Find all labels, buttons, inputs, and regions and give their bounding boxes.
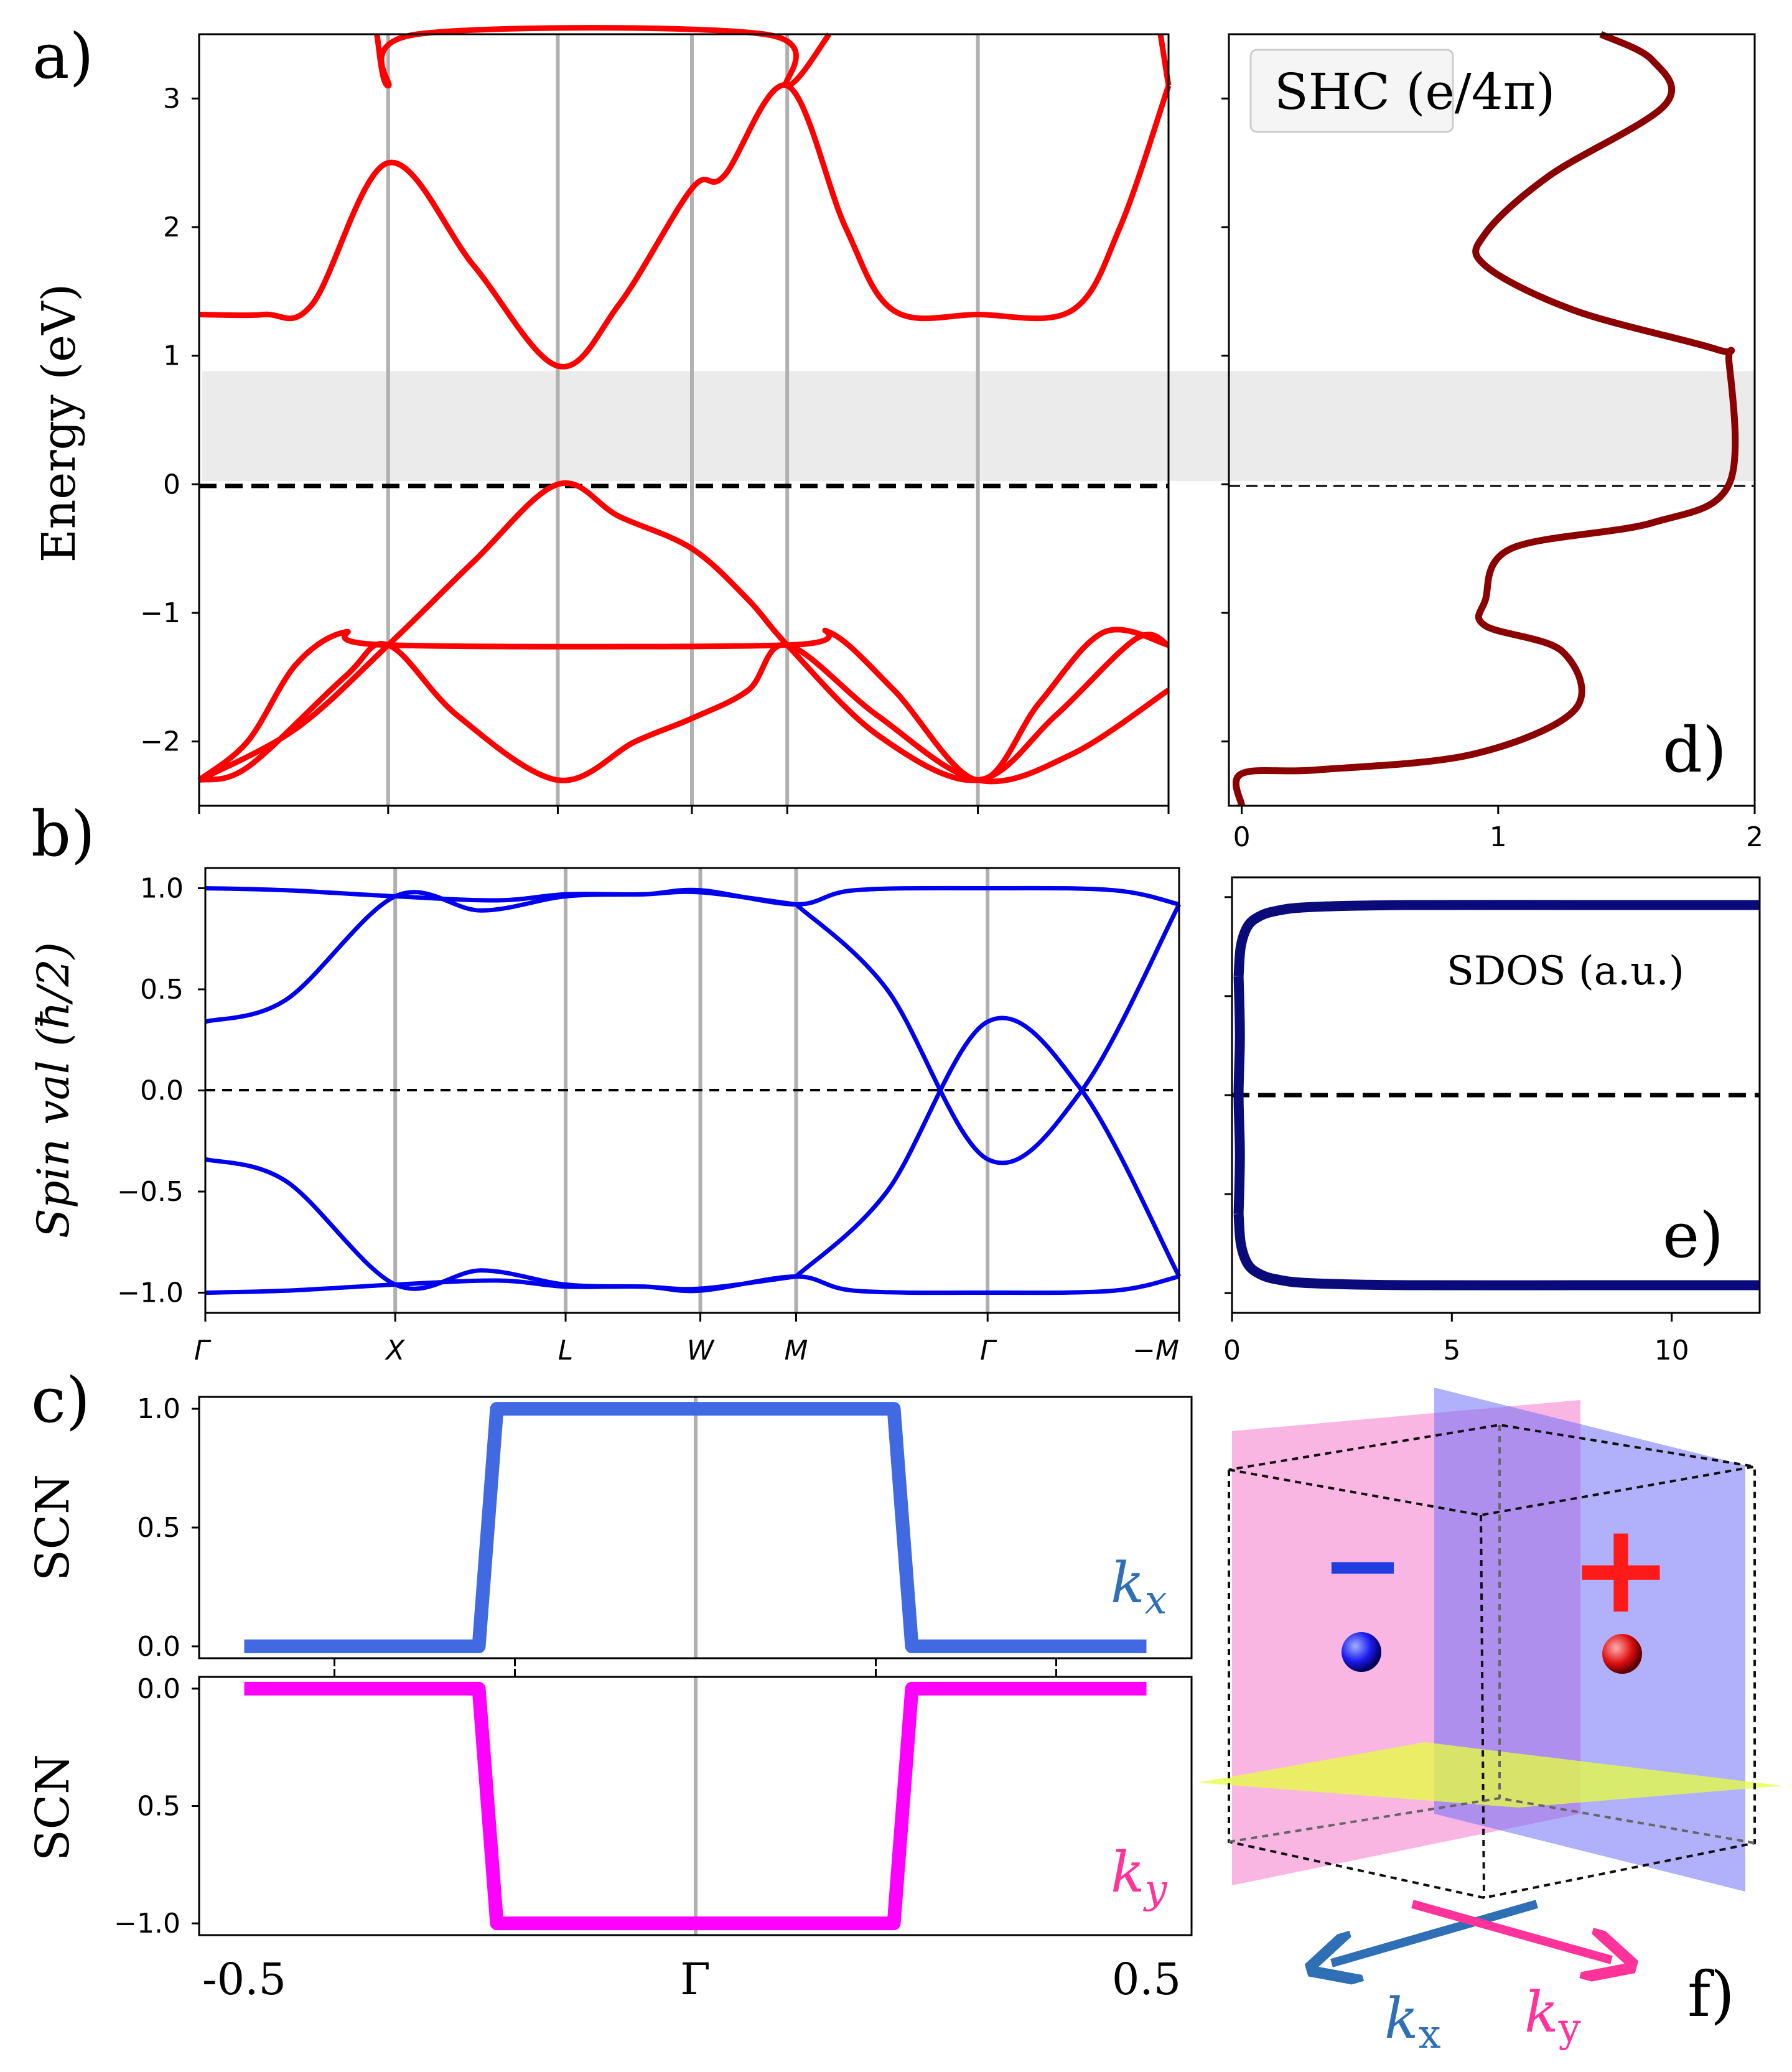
y-tick-label: −1: [140, 597, 180, 629]
y-axis-label: Spin val (ħ/2): [28, 942, 79, 1238]
series-line-sdos_top: [1233, 900, 1760, 977]
ky-sub: y: [1558, 2005, 1581, 2051]
y-tick-label: 0.5: [137, 1512, 180, 1544]
y-tick-label: −1.0: [117, 1277, 184, 1309]
series-line-cb2: [374, 25, 832, 89]
series-line-s3: [795, 902, 1182, 1165]
y-tick-label: 0.0: [137, 1673, 180, 1705]
x-tick-label: 0: [1223, 1335, 1241, 1366]
legend-k: k: [1111, 1551, 1145, 1616]
x-tick-label: 5: [1443, 1335, 1460, 1366]
legend-label: SDOS (a.u.): [1447, 948, 1684, 994]
panel-label-b: b): [31, 798, 95, 870]
series-line-s2: [205, 889, 796, 1024]
sdos-panel: SDOS (a.u.) 0 5 10: [1223, 876, 1761, 1366]
x-tick-label: X: [385, 1335, 405, 1366]
y-tick-label: 2: [163, 212, 180, 243]
red-sphere: [1602, 1634, 1642, 1674]
plot-frame: [198, 33, 1170, 807]
plus-sign: +: [1569, 1496, 1673, 1641]
spin-value-panel: 1.0 0.5 0.0 −0.5 −1.0 Γ X L W M Γ −M Spin val (ħ/2…: [28, 867, 1182, 1366]
x-tick-label: 0: [1233, 821, 1251, 853]
y-tick-label: 0.5: [137, 1791, 180, 1822]
legend-sub: y: [1143, 1867, 1168, 1913]
kx-label: kx: [1384, 1986, 1441, 2058]
kx-arrow: [1332, 1900, 1538, 1963]
legend-sub: x: [1145, 1577, 1167, 1623]
y-tick-label: 1.0: [140, 873, 184, 905]
series-line-sdos_bot: [1233, 1213, 1760, 1290]
panel-label-f: f): [1687, 1958, 1735, 2031]
y-axis-label: SCN: [26, 1754, 80, 1861]
y-tick-label: −0.5: [117, 1176, 184, 1208]
y-tick-label: 1.0: [137, 1393, 180, 1425]
x-tick-label: Γ: [980, 1335, 997, 1366]
y-tick-label: 0.0: [137, 1631, 180, 1663]
x-tick-label: −M: [1132, 1335, 1179, 1366]
ky-k: k: [1524, 1980, 1559, 2045]
legend-kx: kx: [1111, 1551, 1167, 1623]
series-line-ky: [244, 1681, 1147, 1931]
shc-panel: SHC (e/4π) 0 1 2: [1221, 31, 1763, 853]
scn-kx-panel: 1.0 0.5 0.0 SCN kx: [26, 1393, 1193, 1666]
scn-ky-panel: 0.0 0.5 −1.0 -0.5 Γ 0.5 SCN ky: [26, 1669, 1193, 2005]
x-tick-label: 0.5: [1112, 1954, 1181, 2005]
x-tick-label: W: [687, 1335, 715, 1366]
legend-k: k: [1111, 1840, 1145, 1905]
x-tick-label: L: [558, 1335, 574, 1366]
panel-label-d: d): [1663, 714, 1727, 786]
y-axis-label: Energy (eV): [32, 284, 86, 563]
series-line-s6: [795, 1015, 1182, 1279]
ky-arrow: [1411, 1900, 1612, 1960]
kx-ky-plane: [1198, 1742, 1783, 1808]
legend-box: [1249, 49, 1454, 133]
y-tick-label: 0: [163, 469, 180, 500]
minus-sign: −: [1321, 1506, 1404, 1623]
series-line-vb2: [198, 641, 1170, 785]
spin-schematic: − + kx ky: [1198, 1388, 1783, 2058]
x-tick-label: 1: [1490, 821, 1507, 853]
plot-frame: [1228, 33, 1756, 807]
y-tick-label: −1.0: [114, 1908, 180, 1939]
panel-label-e: e): [1663, 1199, 1724, 1272]
band-structure-panel: 3 2 1 0 −1 −2 Energy (eV): [32, 25, 1755, 814]
x-tick-label: Γ: [194, 1335, 212, 1366]
y-tick-label: −2: [140, 726, 180, 758]
y-axis-label: SCN: [26, 1474, 80, 1581]
series-line-sdos_mid: [1233, 976, 1245, 1215]
legend-ky: ky: [1111, 1840, 1168, 1913]
unit-cell-box: [1228, 1423, 1756, 1900]
series-line-vb3: [197, 627, 1170, 783]
legend-label: SHC (e/4π): [1274, 63, 1555, 121]
series-line-kx: [244, 1402, 1147, 1653]
x-tick-label: Γ: [680, 1954, 711, 2005]
y-tick-label: 0.5: [140, 974, 184, 1006]
kx-sub: x: [1419, 2012, 1441, 2058]
series-line-s5: [205, 1157, 796, 1292]
ky-label: ky: [1524, 1980, 1581, 2051]
x-tick-label: M: [784, 1335, 808, 1366]
y-tick-label: 0.0: [140, 1075, 184, 1107]
x-tick-label: 10: [1654, 1335, 1689, 1366]
kx-k: k: [1384, 1986, 1419, 2051]
y-tick-label: 1: [163, 340, 180, 372]
series-line-shc: [1232, 31, 1739, 806]
blue-sphere: [1342, 1632, 1381, 1672]
y-tick-label: 3: [163, 83, 180, 114]
panel-label-c: c): [31, 1364, 90, 1437]
series-line-cb3: [1157, 34, 1172, 86]
x-tick-label: 2: [1746, 821, 1763, 853]
series-line-cb1: [198, 82, 1172, 370]
panel-label-a: a): [32, 20, 94, 93]
x-tick-label: -0.5: [202, 1954, 286, 2005]
